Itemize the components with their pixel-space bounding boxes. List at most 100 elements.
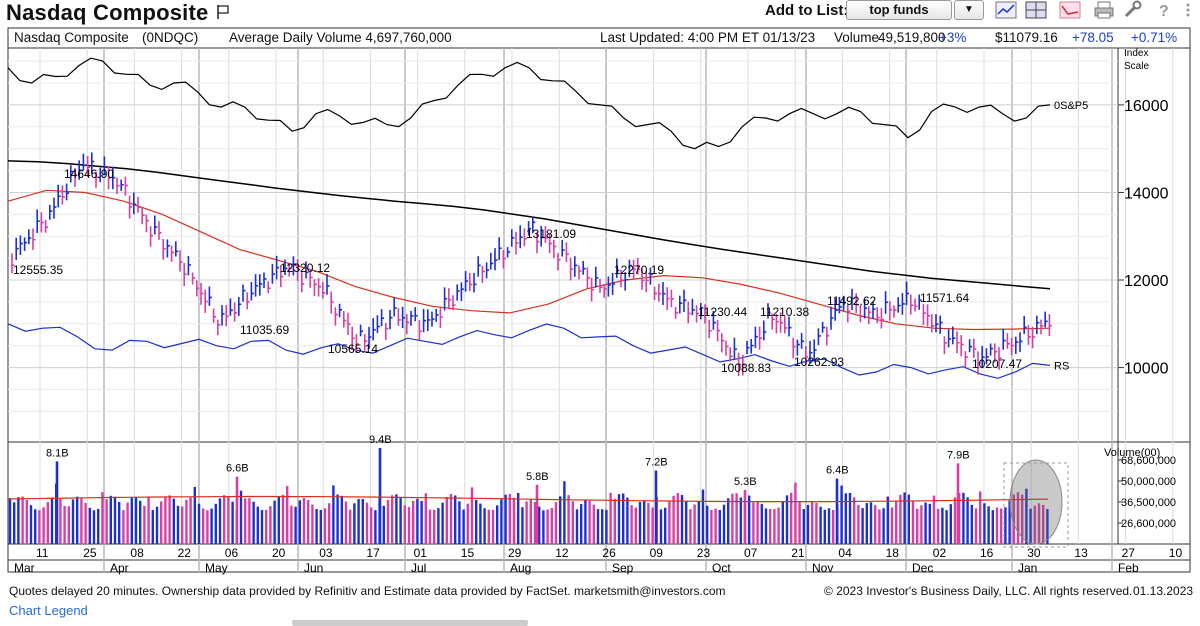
print-icon[interactable] [1092, 0, 1116, 20]
volume-highlight [1009, 459, 1063, 545]
date-tick-label: 13 [1074, 546, 1088, 560]
volume-tick-label: 26,600,000 [1121, 518, 1176, 530]
last-price: $11079.16 [995, 30, 1058, 45]
price-annotation: 11035.69 [240, 323, 289, 337]
chart-legend-link[interactable]: Chart Legend [9, 603, 88, 618]
grid-layout-icon[interactable] [1024, 0, 1048, 20]
svg-text:?: ? [1159, 3, 1169, 20]
price-annotation: 12555.35 [13, 263, 63, 277]
month-label: Apr [110, 561, 129, 575]
average-volume: Average Daily Volume 4,697,760,000 [229, 30, 452, 45]
volume-value: 49,519,800 [878, 30, 946, 45]
volume-tick-label: 68,600,000 [1121, 455, 1176, 467]
month-label: Sep [612, 561, 634, 575]
date-tick-label: 01 [414, 546, 428, 560]
chart-frame [7, 27, 1191, 573]
date-tick-label: 30 [1027, 546, 1041, 560]
help-icon[interactable]: ? [1152, 0, 1176, 20]
volume-change: +3% [939, 30, 967, 45]
date-tick-label: 18 [886, 546, 900, 560]
index-name: Nasdaq Composite [14, 30, 129, 45]
date-tick-label: 25 [83, 546, 97, 560]
index-symbol: (0NDQC) [142, 30, 199, 45]
volume-annotation: 6.6B [226, 463, 249, 475]
volume-annotation: 5.3B [734, 476, 757, 488]
compare-chart-icon[interactable] [1058, 0, 1082, 20]
flag-icon[interactable] [216, 4, 230, 20]
month-label: Feb [1118, 561, 1139, 575]
month-label: Jul [411, 561, 426, 575]
settings-icon[interactable] [1122, 0, 1146, 20]
volume-annotation: 8.1B [46, 447, 69, 459]
price-annotation: 14646.90 [64, 167, 114, 181]
selection-box [1003, 462, 1069, 548]
month-label: Jan [1018, 561, 1037, 575]
price-annotation: 12270.19 [614, 263, 664, 277]
price-change: +78.05 [1072, 30, 1114, 45]
date-tick-label: 27 [1122, 546, 1136, 560]
date-tick-label: 23 [697, 546, 711, 560]
month-label: Jun [304, 561, 323, 575]
ma50-line [7, 189, 1051, 331]
volume-annotation: 9.4B [369, 434, 392, 446]
volume-annotation: 7.9B [947, 449, 970, 461]
list-select[interactable]: top funds [846, 0, 952, 20]
price-tick-label: 10000 [1124, 361, 1169, 378]
price-tick-label: 14000 [1124, 185, 1169, 202]
date-tick-label: 02 [933, 546, 947, 560]
volume-tick-label: 50,000,000 [1121, 476, 1176, 488]
date-tick-label: 09 [650, 546, 664, 560]
price-tick-label: 16000 [1124, 98, 1169, 115]
price-change-pct: +0.71% [1131, 30, 1178, 45]
price-annotation: 13181.09 [526, 227, 576, 241]
date-tick-label: 29 [508, 546, 522, 560]
volume-annotation: 6.4B [826, 465, 849, 477]
date-tick-label: 20 [272, 546, 286, 560]
date-tick-label: 08 [130, 546, 144, 560]
line-chart-icon[interactable] [994, 0, 1018, 20]
date-tick-label: 11 [36, 546, 49, 560]
price-volume-chart[interactable]: 0S&P5 RS 14646.90 12555.35 11035.69 12320.12 1… [0, 0, 1200, 584]
month-label: Dec [912, 561, 933, 575]
month-label: May [205, 561, 228, 575]
volume-annotation: 7.2B [645, 457, 668, 469]
sp500-label: 0S&P5 [1054, 100, 1088, 112]
volume-annotation: 5.8B [526, 471, 549, 483]
rs-line [7, 323, 1051, 379]
price-tick-label: 12000 [1124, 273, 1169, 290]
price-annotation: 11571.64 [920, 291, 969, 305]
date-tick-label: 26 [602, 546, 616, 560]
date-tick-label: 07 [744, 546, 758, 560]
date-tick-label: 03 [319, 546, 333, 560]
index-scale-label: Scale [1124, 61, 1149, 72]
price-annotation: 10088.83 [721, 361, 771, 375]
date-tick-label: 12 [555, 546, 569, 560]
ma200-line [7, 160, 1051, 290]
volume-ma-line [7, 495, 1049, 503]
volume-tick-label: 36,500,000 [1121, 497, 1176, 509]
volume-label: Volume [834, 30, 880, 45]
copyright-text: © 2023 Investor's Business Daily, LLC. A… [824, 584, 1133, 598]
more-options-icon[interactable] [1176, 0, 1200, 20]
date-tick-label: 15 [461, 546, 475, 560]
price-annotation: 10207.47 [972, 357, 1022, 371]
disclaimer-text: Quotes delayed 20 minutes. Ownership dat… [9, 584, 726, 598]
date-tick-label: 04 [838, 546, 852, 560]
sp500-line [7, 57, 1051, 150]
price-annotation: 12320.12 [280, 261, 330, 275]
price-annotation: 11492.62 [827, 294, 876, 308]
date-tick-label: 10 [1169, 546, 1183, 560]
horizontal-scrollbar[interactable] [292, 620, 528, 626]
chevron-down-icon[interactable]: ▼ [954, 0, 984, 20]
rs-label: RS [1054, 360, 1069, 372]
add-to-list-label: Add to List: [765, 2, 849, 19]
index-scale-label: Index [1124, 48, 1148, 59]
date-tick-label: 22 [178, 546, 192, 560]
last-updated: Last Updated: 4:00 PM ET 01/13/23 [600, 30, 816, 45]
month-label: Aug [510, 561, 531, 575]
date-tick-label: 17 [366, 546, 380, 560]
price-annotation: 11210.38 [760, 305, 809, 319]
date-tick-label: 16 [980, 546, 994, 560]
date-tick-label: 21 [791, 546, 805, 560]
volume-axis-title: Volume(00) [1104, 447, 1160, 459]
